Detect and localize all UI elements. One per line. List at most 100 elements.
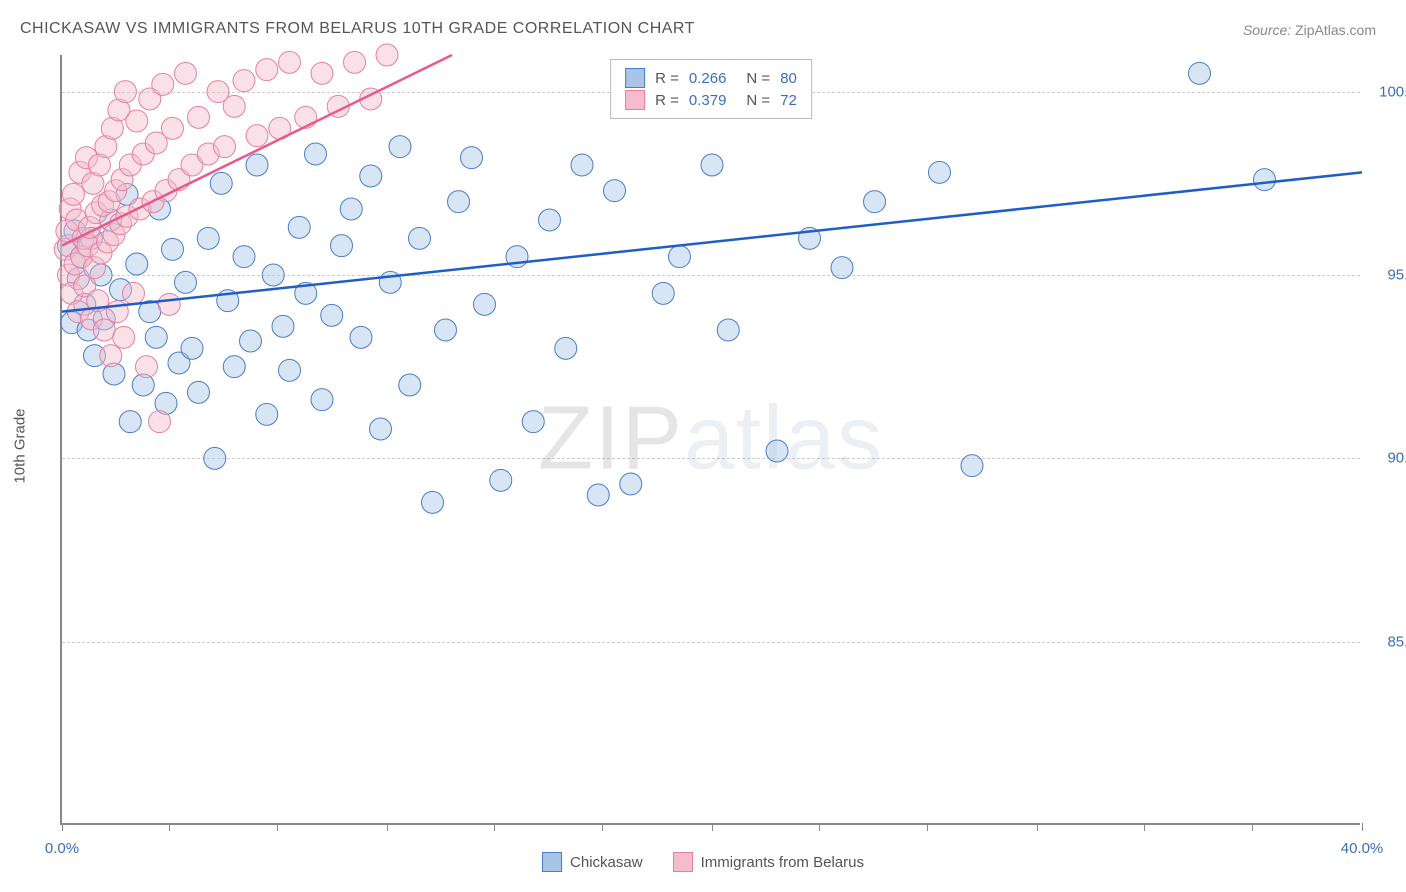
legend-series: Chickasaw Immigrants from Belarus xyxy=(542,852,864,872)
xtick-label: 0.0% xyxy=(45,840,79,857)
data-point xyxy=(256,59,278,81)
data-point xyxy=(376,44,398,66)
data-point xyxy=(175,62,197,84)
legend-correlation: R = 0.266 N = 80 R = 0.379 N = 72 xyxy=(610,59,812,119)
xtick xyxy=(1252,823,1253,831)
data-point xyxy=(1189,62,1211,84)
data-point xyxy=(311,62,333,84)
data-point xyxy=(158,293,180,315)
legend-r-value: 0.266 xyxy=(689,70,727,87)
data-point xyxy=(175,271,197,293)
data-point xyxy=(344,51,366,73)
data-point xyxy=(305,143,327,165)
y-axis-label: 10th Grade xyxy=(12,408,29,483)
xtick xyxy=(277,823,278,831)
data-point xyxy=(448,191,470,213)
data-point xyxy=(652,282,674,304)
data-point xyxy=(145,326,167,348)
chart-title: CHICKASAW VS IMMIGRANTS FROM BELARUS 10T… xyxy=(20,20,695,38)
data-point xyxy=(350,326,372,348)
ytick-label: 85.0% xyxy=(1370,633,1406,650)
legend-swatch xyxy=(625,90,645,110)
data-point xyxy=(539,209,561,231)
data-point xyxy=(311,389,333,411)
data-point xyxy=(399,374,421,396)
data-point xyxy=(181,337,203,359)
data-point xyxy=(587,484,609,506)
data-point xyxy=(119,411,141,433)
data-point xyxy=(831,257,853,279)
scatter-svg xyxy=(62,55,1360,823)
legend-n-label: N = xyxy=(746,92,770,109)
xtick-label: 40.0% xyxy=(1341,840,1384,857)
legend-n-value: 72 xyxy=(780,92,797,109)
data-point xyxy=(321,304,343,326)
regression-line xyxy=(62,172,1362,311)
legend-swatch xyxy=(625,68,645,88)
data-point xyxy=(152,73,174,95)
legend-swatch xyxy=(542,852,562,872)
legend-r-label: R = xyxy=(655,70,679,87)
xtick xyxy=(712,823,713,831)
data-point xyxy=(272,315,294,337)
legend-label: Immigrants from Belarus xyxy=(701,854,864,871)
data-point xyxy=(331,235,353,257)
source-label: Source: xyxy=(1243,22,1291,38)
legend-n-value: 80 xyxy=(780,70,797,87)
xtick xyxy=(819,823,820,831)
xtick xyxy=(927,823,928,831)
data-point xyxy=(233,246,255,268)
data-point xyxy=(279,359,301,381)
legend-swatch xyxy=(673,852,693,872)
xtick xyxy=(1362,823,1363,831)
data-point xyxy=(100,345,122,367)
xtick xyxy=(602,823,603,831)
data-point xyxy=(246,154,268,176)
data-point xyxy=(204,447,226,469)
data-point xyxy=(571,154,593,176)
data-point xyxy=(669,246,691,268)
data-point xyxy=(214,136,236,158)
ytick-label: 95.0% xyxy=(1370,267,1406,284)
legend-row: R =0.266N =80 xyxy=(625,68,797,88)
xtick xyxy=(169,823,170,831)
legend-row: R = 0.379 N = 72 xyxy=(625,90,797,110)
data-point xyxy=(461,147,483,169)
data-point xyxy=(223,95,245,117)
ytick-label: 90.0% xyxy=(1370,450,1406,467)
data-point xyxy=(555,337,577,359)
data-point xyxy=(114,81,136,103)
data-point xyxy=(288,216,310,238)
data-point xyxy=(188,106,210,128)
data-point xyxy=(490,469,512,491)
data-point xyxy=(246,125,268,147)
data-point xyxy=(360,165,382,187)
data-point xyxy=(422,491,444,513)
data-point xyxy=(113,326,135,348)
source-attribution: Source: ZipAtlas.com xyxy=(1243,22,1376,38)
legend-r-value: 0.379 xyxy=(689,92,727,109)
data-point xyxy=(197,227,219,249)
data-point xyxy=(717,319,739,341)
data-point xyxy=(126,110,148,132)
data-point xyxy=(295,106,317,128)
data-point xyxy=(435,319,457,341)
data-point xyxy=(766,440,788,462)
xtick xyxy=(1037,823,1038,831)
data-point xyxy=(188,381,210,403)
data-point xyxy=(62,183,84,205)
data-point xyxy=(620,473,642,495)
data-point xyxy=(864,191,886,213)
data-point xyxy=(279,51,301,73)
legend-r-label: R = xyxy=(655,92,679,109)
xtick xyxy=(1144,823,1145,831)
data-point xyxy=(210,172,232,194)
data-point xyxy=(961,455,983,477)
ytick-label: 100.0% xyxy=(1370,83,1406,100)
data-point xyxy=(604,180,626,202)
xtick xyxy=(387,823,388,831)
data-point xyxy=(240,330,262,352)
legend-item: Immigrants from Belarus xyxy=(673,852,864,872)
legend-label: Chickasaw xyxy=(570,854,643,871)
data-point xyxy=(256,403,278,425)
